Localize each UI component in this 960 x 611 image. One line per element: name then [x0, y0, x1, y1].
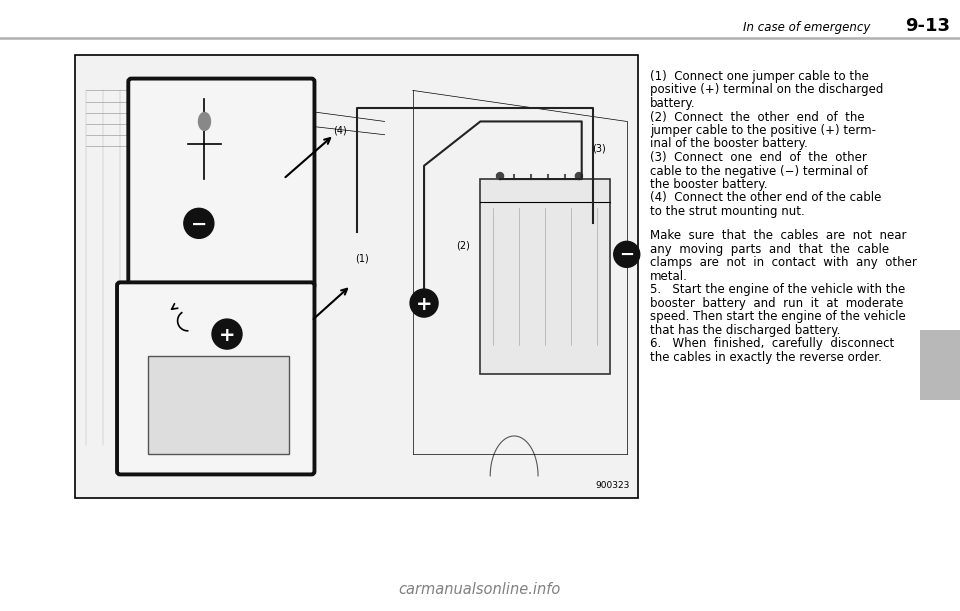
Text: (2): (2) — [457, 241, 470, 251]
Text: (1)  Connect one jumper cable to the: (1) Connect one jumper cable to the — [650, 70, 869, 83]
Text: (3): (3) — [591, 143, 606, 153]
Ellipse shape — [199, 112, 210, 131]
Text: −: − — [191, 215, 207, 234]
Circle shape — [410, 289, 438, 317]
Circle shape — [184, 208, 214, 238]
Circle shape — [212, 319, 242, 349]
Text: 900323: 900323 — [595, 481, 630, 490]
FancyBboxPatch shape — [117, 282, 315, 474]
Circle shape — [496, 172, 504, 180]
Text: In case of emergency: In case of emergency — [743, 21, 870, 34]
Text: +: + — [416, 295, 432, 313]
Text: metal.: metal. — [650, 270, 688, 283]
Bar — [148, 356, 289, 454]
Bar — [480, 179, 610, 374]
Text: (4): (4) — [333, 125, 347, 135]
Text: −: − — [619, 246, 635, 265]
Text: +: + — [219, 326, 235, 345]
Text: (4)  Connect the other end of the cable: (4) Connect the other end of the cable — [650, 191, 881, 205]
Text: booster  battery  and  run  it  at  moderate: booster battery and run it at moderate — [650, 297, 903, 310]
Text: positive (+) terminal on the discharged: positive (+) terminal on the discharged — [650, 84, 883, 97]
Bar — [75, 55, 638, 498]
Text: the cables in exactly the reverse order.: the cables in exactly the reverse order. — [650, 351, 882, 364]
Text: battery.: battery. — [650, 97, 696, 110]
Bar — [920, 330, 960, 400]
Text: clamps  are  not  in  contact  with  any  other: clamps are not in contact with any other — [650, 256, 917, 269]
Text: that has the discharged battery.: that has the discharged battery. — [650, 324, 840, 337]
Text: the booster battery.: the booster battery. — [650, 178, 767, 191]
Text: to the strut mounting nut.: to the strut mounting nut. — [650, 205, 804, 218]
Text: (3)  Connect  one  end  of  the  other: (3) Connect one end of the other — [650, 151, 867, 164]
Text: speed. Then start the engine of the vehicle: speed. Then start the engine of the vehi… — [650, 310, 905, 323]
Text: cable to the negative (−) terminal of: cable to the negative (−) terminal of — [650, 164, 868, 178]
Text: inal of the booster battery.: inal of the booster battery. — [650, 137, 807, 150]
Text: (1): (1) — [355, 254, 369, 264]
Circle shape — [575, 172, 583, 180]
Text: (2)  Connect  the  other  end  of  the: (2) Connect the other end of the — [650, 111, 865, 123]
Text: jumper cable to the positive (+) term-: jumper cable to the positive (+) term- — [650, 124, 876, 137]
Circle shape — [613, 241, 639, 268]
Text: 5.   Start the engine of the vehicle with the: 5. Start the engine of the vehicle with … — [650, 284, 905, 296]
FancyBboxPatch shape — [129, 79, 315, 288]
Text: 6.   When  finished,  carefully  disconnect: 6. When finished, carefully disconnect — [650, 337, 895, 350]
Text: any  moving  parts  and  that  the  cable: any moving parts and that the cable — [650, 243, 889, 256]
Text: Make  sure  that  the  cables  are  not  near: Make sure that the cables are not near — [650, 229, 906, 243]
Text: carmanualsonline.info: carmanualsonline.info — [398, 582, 562, 598]
Text: 9-13: 9-13 — [905, 17, 950, 35]
